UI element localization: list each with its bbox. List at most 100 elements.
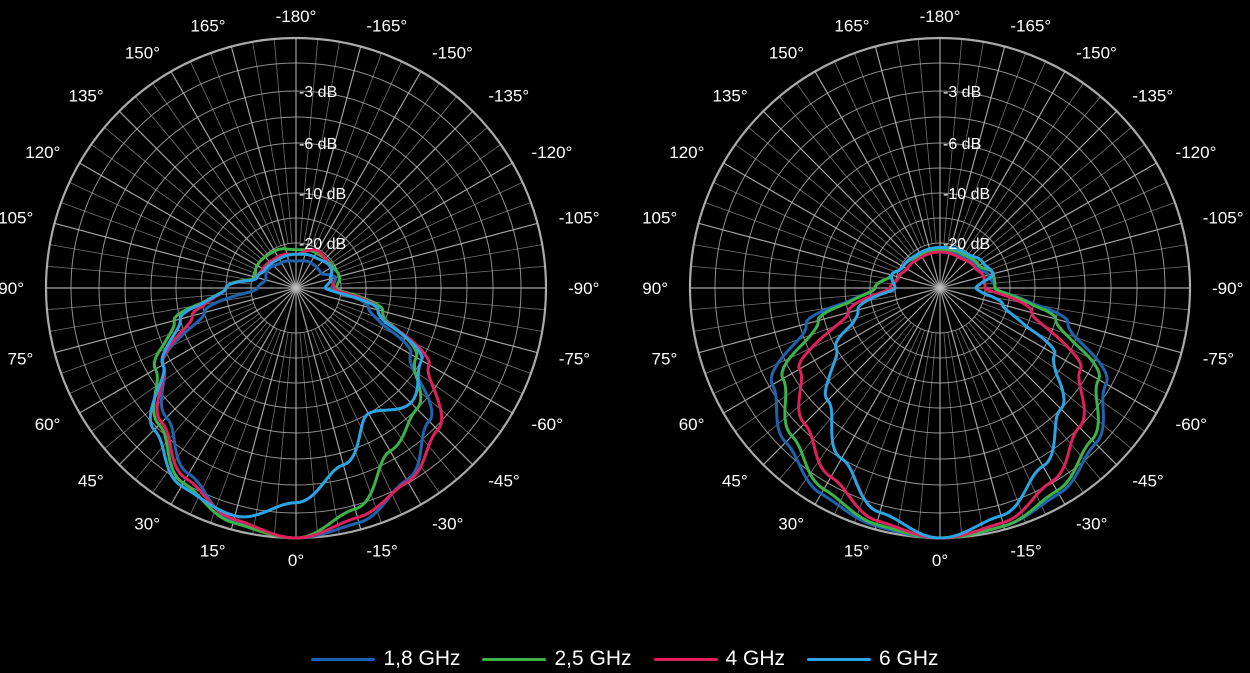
- grid-spoke: [939, 287, 1182, 354]
- grid-spoke: [939, 287, 1066, 505]
- angle-tick-label: -105°: [559, 209, 600, 228]
- grid-spoke: [230, 46, 297, 289]
- angle-tick-label: 90°: [0, 279, 24, 298]
- angle-tick-label: 15°: [844, 542, 870, 561]
- grid-spoke: [965, 324, 1084, 494]
- grid-spoke: [295, 46, 362, 289]
- grid-spoke: [134, 96, 268, 254]
- series-line-6-ghz: [823, 246, 1066, 540]
- grid-spoke: [314, 328, 403, 515]
- grid-spoke: [118, 287, 297, 466]
- angle-tick-label: -60°: [532, 415, 563, 434]
- grid-spoke: [340, 244, 543, 281]
- angle-tick-label: 75°: [8, 349, 34, 368]
- grid-spoke: [965, 82, 1084, 252]
- grid-spoke: [939, 287, 1118, 466]
- angle-tick-label: 135°: [712, 87, 747, 106]
- grid-spoke: [295, 287, 513, 414]
- grid-spoke: [60, 202, 254, 273]
- radial-tick-label: -3 dB: [299, 84, 337, 101]
- angle-tick-label: -180°: [276, 7, 317, 26]
- grid-spoke: [118, 110, 297, 289]
- angle-tick-label: 15°: [200, 542, 226, 561]
- angle-tick-label: 165°: [190, 16, 225, 35]
- grid-spoke: [968, 96, 1102, 254]
- grid-spoke: [303, 41, 340, 244]
- grid-spoke: [833, 328, 922, 515]
- grid-spoke: [947, 332, 984, 535]
- polar-chart-1: -3 dB -6 dB -10 dB -20 dB -180° -165° -150° -13…: [0, 7, 600, 570]
- radial-tick-label: -10 dB: [943, 186, 990, 203]
- grid-spoke: [980, 306, 1167, 395]
- angle-tick-label: -150°: [432, 43, 473, 62]
- grid-spoke: [796, 324, 915, 494]
- grid-spoke: [79, 287, 297, 414]
- grid-spoke: [340, 265, 546, 285]
- grid-spoke: [311, 330, 382, 524]
- grid-spoke: [79, 162, 297, 289]
- legend-swatch: [482, 657, 547, 661]
- angle-tick-label: -90°: [568, 279, 599, 298]
- grid-spoke: [917, 38, 937, 244]
- grid-spoke: [955, 52, 1026, 246]
- grid-spoke: [734, 144, 904, 263]
- grid-spoke: [896, 332, 933, 535]
- grid-spoke: [303, 332, 340, 535]
- grid-spoke: [854, 52, 925, 246]
- grid-spoke: [46, 265, 252, 285]
- grid-spoke: [170, 287, 297, 505]
- grid-spoke: [984, 291, 1190, 311]
- angle-tick-label: -60°: [1176, 415, 1207, 434]
- polar-charts: -3 dB -6 dB -10 dB -20 dB -180° -165° -150° -13…: [0, 7, 1244, 570]
- grid-spoke: [690, 265, 896, 285]
- grid-spoke: [955, 330, 1026, 524]
- grid-spoke: [330, 126, 488, 260]
- grid-spoke: [958, 61, 1047, 248]
- grid-spoke: [299, 332, 319, 538]
- angle-tick-label: 0°: [932, 551, 948, 570]
- grid-spoke: [273, 38, 293, 244]
- grid-spoke: [336, 181, 523, 270]
- grid-spoke: [947, 41, 984, 244]
- grid-spoke: [698, 222, 941, 289]
- angle-tick-label: 105°: [0, 209, 33, 228]
- legend-label: 2,5 GHz: [554, 647, 632, 670]
- grid-spoke: [984, 244, 1187, 281]
- grid-spoke: [314, 61, 403, 248]
- grid-spoke: [748, 126, 906, 260]
- grid-spoke: [984, 265, 1190, 285]
- grid-spoke: [69, 306, 256, 395]
- angle-tick-label: -30°: [432, 515, 463, 534]
- grid-spoke: [778, 96, 912, 254]
- grid-spoke: [273, 332, 293, 538]
- angle-tick-label: 120°: [669, 143, 704, 162]
- grid-spoke: [336, 306, 523, 395]
- grid-spoke: [704, 202, 898, 273]
- angle-tick-label: 105°: [642, 209, 677, 228]
- grid-spoke: [321, 82, 440, 252]
- angle-tick-label: 0°: [288, 551, 304, 570]
- legend-swatch: [653, 657, 718, 661]
- grid-spoke: [49, 244, 252, 281]
- grid-spoke: [324, 322, 458, 480]
- grid-spoke: [295, 287, 422, 505]
- angle-tick-label: 60°: [35, 415, 61, 434]
- grid-spoke: [332, 313, 502, 432]
- grid-spoke: [134, 322, 268, 480]
- grid-spoke: [974, 316, 1132, 450]
- grid-spoke: [230, 287, 297, 530]
- grid-spoke: [252, 332, 289, 535]
- angle-tick-label: -150°: [1076, 43, 1117, 62]
- grid-spoke: [295, 287, 474, 466]
- angle-tick-label: 45°: [78, 471, 104, 490]
- legend-label: 4 GHz: [725, 647, 786, 670]
- angle-tick-label: 150°: [125, 43, 160, 62]
- angle-tick-label: -75°: [559, 349, 590, 368]
- angle-tick-label: -15°: [366, 542, 397, 561]
- legend-label: 6 GHz: [879, 647, 939, 670]
- angle-tick-label: -75°: [1203, 349, 1234, 368]
- grid-spoke: [734, 313, 904, 432]
- grid-spoke: [814, 287, 941, 505]
- angle-tick-label: 90°: [642, 279, 668, 298]
- angle-tick-label: 30°: [134, 515, 160, 534]
